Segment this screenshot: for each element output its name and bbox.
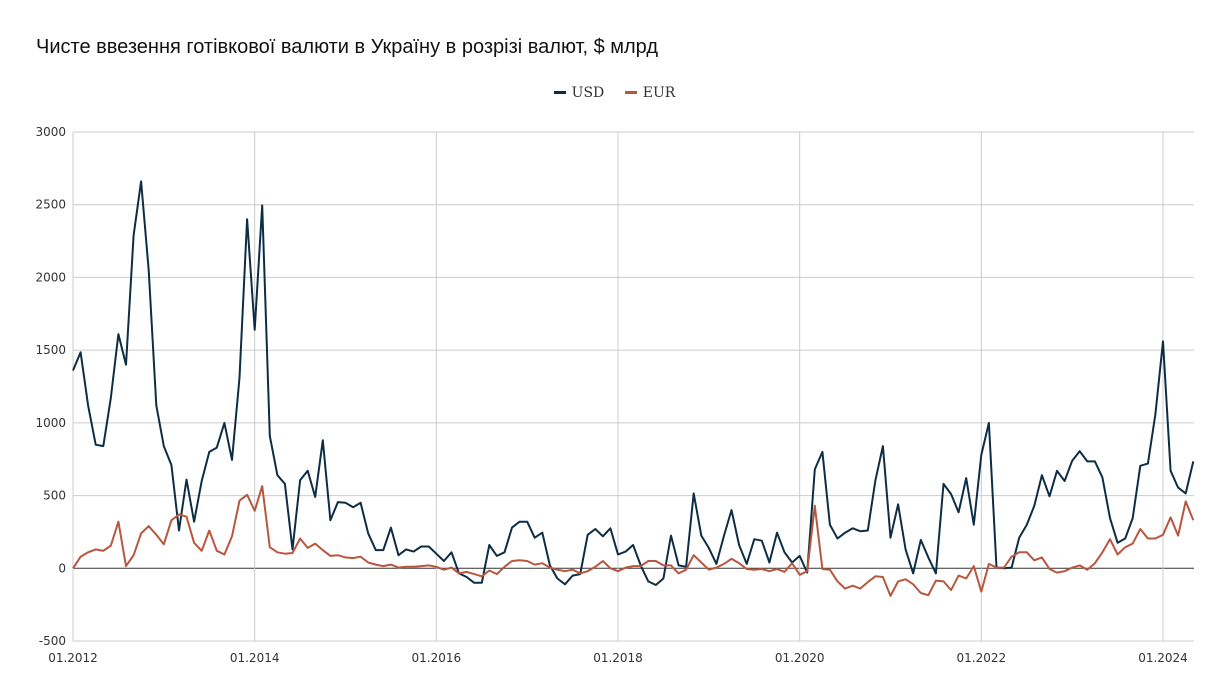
- legend-swatch-eur: [624, 91, 637, 94]
- series-line-eur: [72, 485, 1195, 597]
- legend: USD EUR: [0, 82, 1229, 101]
- x-tick-label: 01.2014: [230, 651, 280, 665]
- legend-label-usd: USD: [571, 84, 605, 101]
- legend-item-eur: EUR: [624, 84, 676, 101]
- y-tick-label: 3000: [35, 125, 66, 139]
- legend-label-eur: EUR: [642, 84, 676, 101]
- x-tick-label: 01.2024: [1138, 651, 1188, 665]
- legend-swatch-usd: [553, 91, 566, 94]
- x-tick-label: 01.2022: [957, 651, 1007, 665]
- y-tick-label: 1500: [35, 343, 66, 357]
- legend-item-usd: USD: [553, 84, 605, 101]
- chart-title: Чисте ввезення готівкової валюти в Украї…: [36, 36, 659, 58]
- y-tick-label: 1000: [35, 416, 66, 430]
- y-tick-label: 500: [43, 489, 66, 503]
- series-line-usd: [72, 180, 1195, 586]
- y-tick-label: 2000: [35, 270, 66, 284]
- y-tick-label: -500: [39, 634, 66, 648]
- x-tick-label: 01.2020: [775, 651, 825, 665]
- y-tick-label: 2500: [35, 198, 66, 212]
- y-tick-label: 0: [58, 561, 66, 575]
- x-tick-label: 01.2016: [412, 651, 462, 665]
- x-tick-label: 01.2018: [593, 651, 643, 665]
- x-tick-label: 01.2012: [48, 651, 98, 665]
